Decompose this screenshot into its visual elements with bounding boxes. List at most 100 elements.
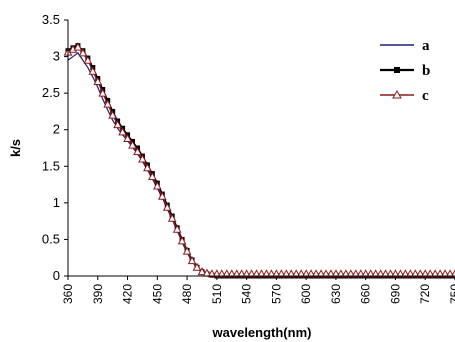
series-c-marker	[197, 267, 207, 276]
series-c-marker	[371, 269, 380, 278]
series-c-marker	[420, 269, 430, 278]
series-c-marker	[118, 127, 127, 136]
legend-item-b: b	[380, 63, 430, 79]
series-layer	[63, 42, 455, 279]
series-c-marker	[182, 246, 192, 255]
series-c-line	[67, 46, 455, 275]
x-tick-label: 570	[269, 284, 283, 304]
series-c-marker	[341, 269, 351, 278]
legend-marker	[392, 89, 402, 99]
x-tick-label: 630	[329, 284, 343, 304]
series-c-marker	[366, 269, 375, 278]
x-tick-label: 480	[180, 284, 194, 304]
series-c-marker	[445, 269, 455, 278]
series-c-marker	[440, 269, 450, 278]
series-c-marker	[207, 269, 217, 278]
y-tick-label: 3.5	[42, 12, 60, 27]
series-c-marker	[272, 269, 281, 278]
legend-item-c: c	[380, 88, 429, 104]
series-c	[63, 42, 455, 278]
series-c-marker	[306, 269, 316, 278]
series-c-marker	[267, 269, 276, 278]
x-tick-label: 540	[240, 284, 254, 304]
series-c-marker	[391, 269, 400, 278]
y-tick-label: 2	[53, 122, 60, 137]
series-c-marker	[336, 269, 346, 278]
series-c-marker	[162, 202, 172, 211]
series-c-marker	[78, 48, 88, 57]
series-c-marker	[406, 269, 415, 278]
series-c-marker	[177, 236, 187, 245]
series-c-marker	[331, 269, 341, 278]
legend-item-a: a	[380, 38, 430, 54]
series-c-marker	[396, 269, 405, 278]
legend-marker	[394, 67, 400, 73]
series-c-marker	[450, 269, 455, 278]
series-c-marker	[356, 269, 366, 278]
series-c-marker	[152, 181, 162, 190]
y-tick-label: 1.5	[42, 158, 60, 173]
series-c-marker	[138, 154, 147, 163]
x-tick-label: 510	[210, 284, 224, 304]
series-c-marker	[262, 269, 271, 278]
series-c-marker	[296, 269, 306, 278]
series-b	[65, 43, 455, 279]
series-c-marker	[281, 269, 291, 278]
series-c-marker	[73, 42, 83, 51]
series-c-marker	[242, 269, 251, 278]
series-c-marker	[326, 269, 336, 278]
x-tick-label: 390	[91, 284, 105, 304]
legend-label: c	[422, 88, 429, 104]
series-c-marker	[187, 256, 197, 265]
series-c-marker	[247, 269, 256, 278]
series-c-marker	[361, 269, 371, 278]
series-c-marker	[252, 269, 261, 278]
series-c-marker	[232, 269, 242, 278]
x-tick-label: 420	[121, 284, 135, 304]
series-c-marker	[128, 140, 137, 149]
x-axis-label: wavelength(nm)	[212, 325, 312, 340]
y-axis-ticks: 0 0.5 1 1.5 2 2.5 3 3.5	[42, 12, 68, 283]
series-c-marker	[346, 269, 356, 278]
series-c-marker	[222, 269, 232, 278]
series-b-line	[67, 44, 455, 277]
series-c-marker	[227, 269, 237, 278]
axes	[67, 20, 455, 277]
y-tick-label: 2.5	[42, 85, 60, 100]
x-tick-label: 720	[418, 284, 432, 304]
series-c-marker	[172, 224, 182, 233]
series-c-marker	[435, 269, 445, 278]
series-c-marker	[212, 269, 222, 278]
x-tick-label: 450	[150, 284, 164, 304]
series-c-marker	[425, 269, 435, 278]
series-c-marker	[301, 269, 311, 278]
x-tick-label: 750	[448, 284, 455, 304]
y-tick-label: 0.5	[42, 231, 60, 246]
series-c-marker	[108, 110, 117, 119]
series-c-marker	[103, 99, 113, 108]
x-axis-ticks: 360 390 420 450 480 510 540 570 600 630 660 690 720 7…	[61, 276, 455, 304]
series-c-marker	[148, 171, 157, 181]
series-c-marker	[192, 262, 202, 271]
series-c-marker	[88, 66, 98, 75]
series-c-marker	[376, 269, 385, 278]
series-c-marker	[401, 269, 410, 278]
series-c-marker	[167, 213, 177, 222]
series-c-marker	[83, 55, 93, 64]
series-c-marker	[113, 120, 122, 129]
series-c-marker	[430, 269, 440, 278]
series-c-marker	[415, 269, 425, 278]
series-c-marker	[143, 163, 152, 172]
y-tick-label: 1	[53, 195, 60, 210]
series-a	[67, 52, 455, 277]
series-c-marker	[351, 269, 361, 278]
series-c-marker	[381, 269, 390, 278]
series-c-marker	[98, 88, 108, 97]
legend-label: a	[422, 38, 430, 54]
series-c-marker	[291, 269, 301, 278]
y-tick-label: 3	[53, 49, 60, 64]
series-c-marker	[277, 269, 286, 278]
series-c-marker	[237, 269, 246, 278]
series-c-marker	[311, 269, 321, 278]
